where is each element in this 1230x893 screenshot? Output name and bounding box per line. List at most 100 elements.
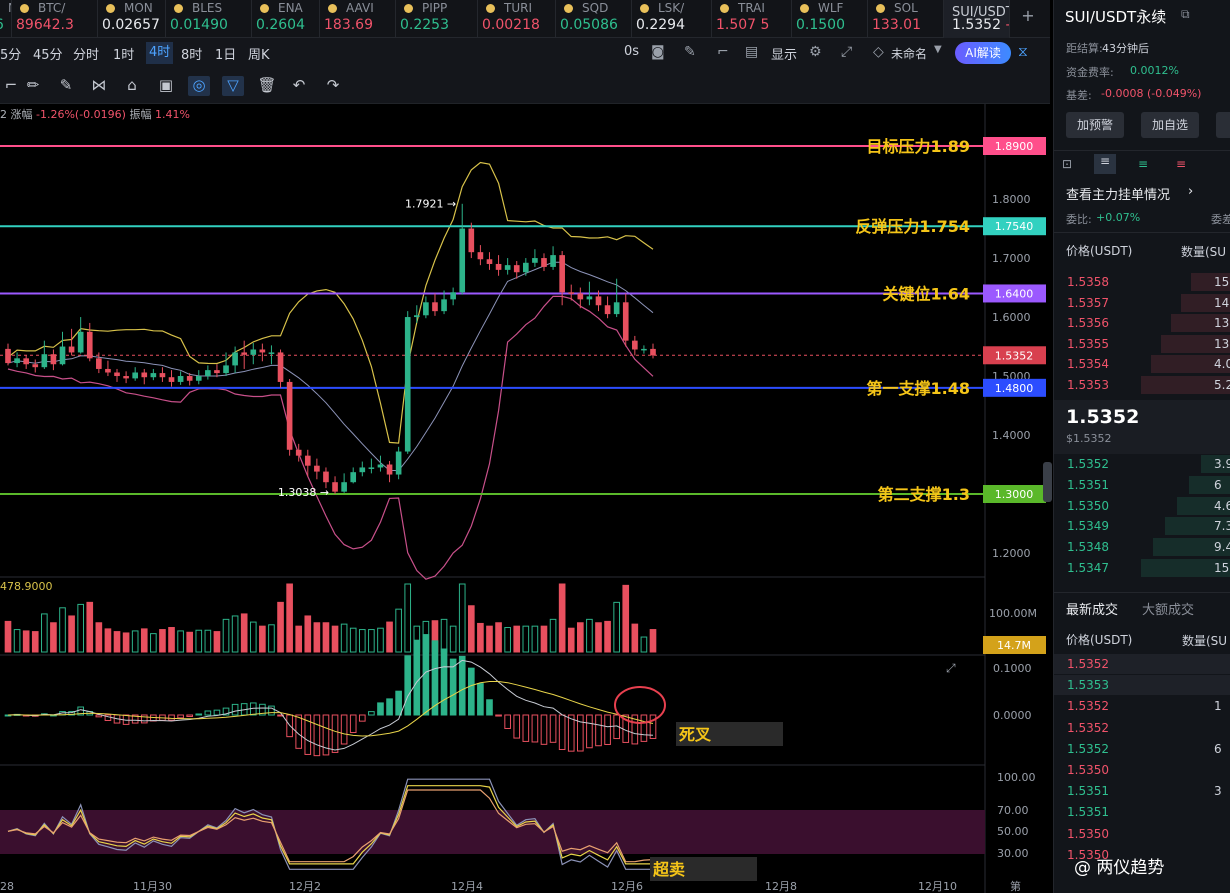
candle[interactable]: [404, 311, 411, 454]
candle[interactable]: [486, 252, 493, 270]
ticker-tab[interactable]: TURI 0.00218: [478, 0, 556, 38]
candle[interactable]: [141, 368, 148, 385]
crop-icon[interactable]: ⌐: [717, 44, 729, 60]
candle[interactable]: [68, 328, 75, 356]
candle[interactable]: [504, 258, 511, 275]
pen-icon[interactable]: ✎: [684, 44, 696, 60]
candle[interactable]: [96, 352, 102, 374]
candle[interactable]: [250, 343, 257, 365]
timeframe-1[interactable]: 5分: [0, 48, 22, 63]
magnet-icon[interactable]: ◎: [188, 76, 210, 96]
candle[interactable]: [232, 346, 238, 374]
candle[interactable]: [86, 322, 93, 362]
candle[interactable]: [359, 461, 366, 477]
trash-icon[interactable]: 🗑: [257, 76, 277, 94]
candle[interactable]: [532, 249, 538, 267]
share-icon[interactable]: ⧖: [1018, 44, 1028, 60]
line-tool-icon[interactable]: ⌐: [4, 76, 18, 94]
candle[interactable]: [277, 349, 284, 388]
candle[interactable]: [59, 331, 66, 366]
book-mode-split-icon[interactable]: ≡: [1094, 154, 1116, 174]
bid-row[interactable]: 1.5349 7.3: [1054, 516, 1230, 536]
candle[interactable]: [259, 343, 266, 362]
candle[interactable]: [214, 364, 220, 378]
book-mode-both-icon[interactable]: ⊡: [1062, 157, 1073, 171]
ticker-tab[interactable]: MON 0.02657: [98, 0, 166, 38]
timeframe-5[interactable]: 4时: [146, 42, 174, 64]
candle[interactable]: [241, 340, 248, 369]
candle[interactable]: [114, 368, 120, 382]
candle[interactable]: [268, 345, 275, 365]
candle[interactable]: [423, 296, 429, 319]
candle[interactable]: [323, 467, 329, 489]
candle[interactable]: [413, 305, 420, 323]
ticker-tab[interactable]: PIPP 0.2253: [396, 0, 478, 38]
timeframe-4[interactable]: 1时: [113, 48, 135, 63]
candle[interactable]: [450, 287, 456, 306]
tab-latest-trades[interactable]: 最新成交: [1066, 603, 1119, 618]
ask-row[interactable]: 1.5354 4.0: [1054, 354, 1230, 374]
candle[interactable]: [559, 250, 565, 306]
brush-icon[interactable]: ✎: [59, 76, 73, 94]
candle[interactable]: [32, 359, 39, 373]
candle[interactable]: [523, 258, 529, 276]
bid-row[interactable]: 1.5351 6: [1054, 475, 1230, 495]
candle[interactable]: [177, 371, 184, 385]
candle[interactable]: [150, 368, 157, 381]
ticker-tab[interactable]: TRAI 1.507 5: [712, 0, 792, 38]
candle[interactable]: [286, 378, 293, 456]
candle[interactable]: [105, 360, 111, 377]
grid-icon[interactable]: ▤: [745, 44, 759, 60]
timeframe-2[interactable]: 45分: [33, 48, 63, 63]
candle[interactable]: [459, 203, 466, 295]
add-favorite-button[interactable]: 加自选: [1141, 112, 1199, 138]
candle[interactable]: [314, 458, 320, 480]
fullscreen-icon[interactable]: ⤢: [841, 44, 853, 60]
redo-icon[interactable]: ↷: [326, 76, 340, 94]
ask-row[interactable]: 1.5353 5.2: [1054, 375, 1230, 395]
ruler-icon[interactable]: ✏: [26, 76, 40, 94]
candle[interactable]: [368, 458, 375, 474]
settings-icon[interactable]: ⚙: [809, 44, 822, 60]
candle[interactable]: [123, 371, 129, 384]
candle[interactable]: [77, 317, 84, 354]
ticker-tab[interactable]: LSK/0.2294: [632, 0, 712, 38]
lock-icon[interactable]: ⌂: [127, 76, 137, 94]
camera-icon[interactable]: ◙: [651, 44, 665, 60]
layout-icon[interactable]: ◇: [873, 44, 884, 60]
candle[interactable]: [341, 473, 347, 493]
timeframe-6[interactable]: 8时: [181, 48, 203, 63]
book-mode-ask-icon[interactable]: ≡: [1176, 157, 1187, 171]
candle[interactable]: [613, 278, 620, 318]
candle[interactable]: [468, 222, 475, 259]
candle[interactable]: [350, 467, 357, 484]
candle[interactable]: [377, 455, 384, 472]
ticker-tab[interactable]: SOL 133.01: [868, 0, 944, 38]
more-button[interactable]: [1216, 112, 1230, 138]
price-chart[interactable]: 1.80001.70001.60001.50001.40001.30001.20…: [0, 104, 1050, 893]
candle[interactable]: [432, 293, 438, 316]
filter-icon[interactable]: ▽: [222, 76, 244, 96]
candle[interactable]: [50, 349, 57, 371]
candle[interactable]: [168, 370, 175, 387]
bid-row[interactable]: 1.5347 15.9: [1054, 558, 1230, 578]
note-icon[interactable]: ▣: [158, 76, 174, 94]
book-mode-bid-icon[interactable]: ≡: [1138, 157, 1149, 171]
candle[interactable]: [332, 476, 338, 494]
active-ticker-tab[interactable]: SUI/USDT永续1.5352 -1.28%: [944, 0, 1010, 38]
candle[interactable]: [195, 370, 202, 385]
candle[interactable]: [386, 460, 393, 483]
candle[interactable]: [41, 340, 48, 369]
candle[interactable]: [550, 246, 556, 270]
candle[interactable]: [541, 253, 547, 272]
candle[interactable]: [223, 352, 229, 377]
ticker-tab[interactable]: ENA 0.2604: [252, 0, 320, 38]
candle[interactable]: [513, 261, 520, 279]
candle[interactable]: [477, 245, 484, 266]
candle[interactable]: [304, 449, 311, 477]
display-button[interactable]: 显示: [771, 48, 798, 63]
candle[interactable]: [395, 446, 402, 480]
timeframe-8[interactable]: 周K: [248, 48, 270, 63]
bid-row[interactable]: 1.5350 4.6: [1054, 496, 1230, 516]
chevron-right-icon[interactable]: ›: [1188, 184, 1194, 199]
